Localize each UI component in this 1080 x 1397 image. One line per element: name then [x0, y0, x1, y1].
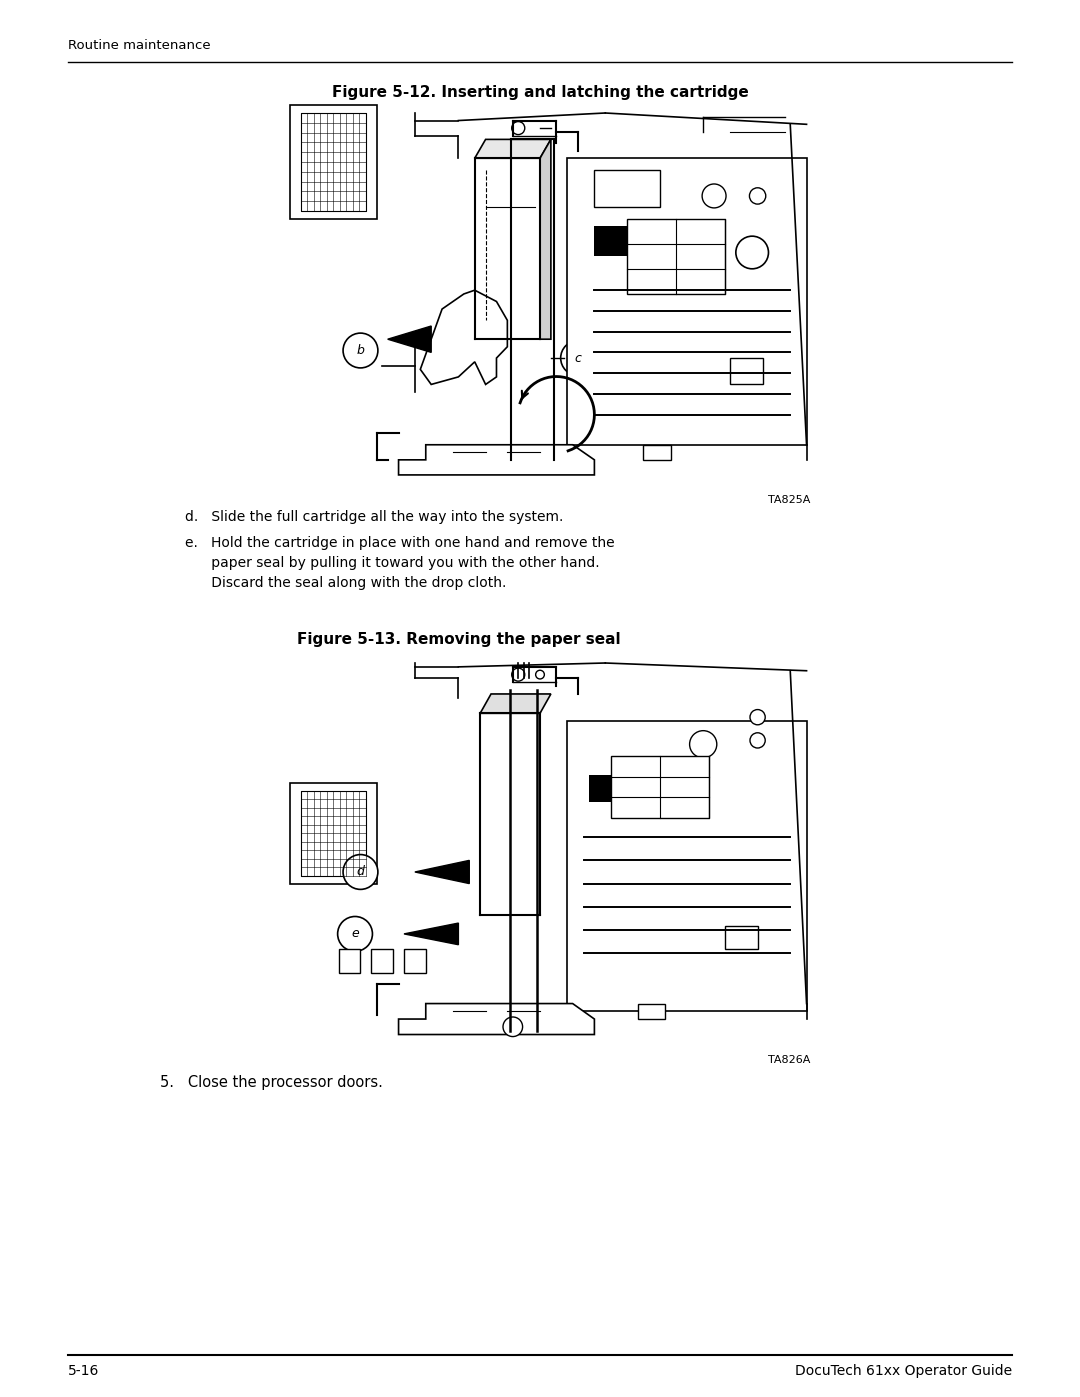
Text: 5.   Close the processor doors.: 5. Close the processor doors.	[160, 1076, 383, 1090]
Polygon shape	[420, 291, 508, 384]
Bar	[300, 113, 366, 211]
Text: TA826A: TA826A	[768, 1055, 810, 1065]
Circle shape	[750, 710, 766, 725]
Circle shape	[343, 332, 378, 367]
Bar	[289, 782, 377, 883]
Text: c: c	[575, 352, 581, 365]
Circle shape	[512, 122, 525, 134]
Circle shape	[536, 671, 544, 679]
Bar	[725, 926, 757, 950]
Text: Discard the seal along with the drop cloth.: Discard the seal along with the drop clo…	[185, 576, 507, 590]
Text: DocuTech 61xx Operator Guide: DocuTech 61xx Operator Guide	[795, 1363, 1012, 1377]
Text: d: d	[356, 866, 364, 879]
Text: e: e	[351, 928, 359, 940]
Polygon shape	[540, 140, 551, 339]
Bar	[372, 950, 393, 972]
Circle shape	[735, 236, 769, 268]
Polygon shape	[399, 444, 594, 475]
Circle shape	[690, 731, 717, 757]
Bar	[730, 358, 764, 384]
Text: 5-16: 5-16	[68, 1363, 99, 1377]
Text: TA825A: TA825A	[768, 495, 810, 504]
Polygon shape	[481, 694, 551, 714]
Circle shape	[338, 916, 373, 951]
Bar	[567, 158, 807, 444]
Bar	[289, 105, 377, 218]
Bar	[404, 950, 426, 972]
Bar	[638, 1003, 665, 1018]
Text: Figure 5-13. Removing the paper seal: Figure 5-13. Removing the paper seal	[297, 631, 620, 647]
Text: d.   Slide the full cartridge all the way into the system.: d. Slide the full cartridge all the way …	[185, 510, 564, 524]
Text: paper seal by pulling it toward you with the other hand.: paper seal by pulling it toward you with…	[185, 556, 599, 570]
Polygon shape	[475, 140, 551, 158]
Polygon shape	[388, 326, 431, 352]
Bar	[300, 791, 366, 876]
Bar	[594, 169, 660, 207]
Text: b: b	[356, 344, 364, 358]
Circle shape	[343, 855, 378, 890]
Bar	[627, 218, 725, 293]
Text: Routine maintenance: Routine maintenance	[68, 39, 211, 52]
Bar	[339, 950, 361, 972]
Circle shape	[750, 733, 766, 747]
Bar	[610, 756, 708, 817]
Circle shape	[561, 341, 595, 376]
Circle shape	[750, 187, 766, 204]
Bar	[567, 721, 807, 1011]
Bar	[594, 226, 681, 256]
Text: e.   Hold the cartridge in place with one hand and remove the: e. Hold the cartridge in place with one …	[185, 536, 615, 550]
Polygon shape	[404, 923, 458, 944]
Bar	[589, 775, 671, 802]
Text: Figure 5-12. Inserting and latching the cartridge: Figure 5-12. Inserting and latching the …	[332, 85, 748, 101]
Bar	[644, 444, 671, 460]
Circle shape	[503, 1017, 523, 1037]
Circle shape	[512, 668, 525, 682]
Circle shape	[702, 184, 726, 208]
Polygon shape	[415, 861, 470, 883]
Polygon shape	[399, 1003, 594, 1035]
